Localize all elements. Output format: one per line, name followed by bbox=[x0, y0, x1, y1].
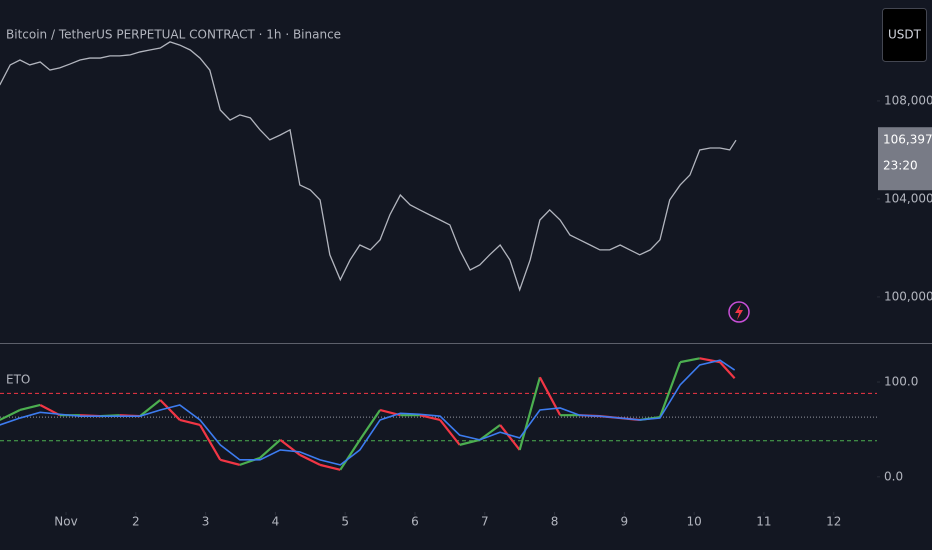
indicator-segment bbox=[479, 424, 501, 441]
indicator-segment bbox=[499, 424, 521, 451]
indicator-segment bbox=[358, 409, 381, 441]
x-tick-label: 5 bbox=[341, 515, 349, 529]
x-tick-label: Nov bbox=[54, 515, 77, 529]
last-price-label: 106,397.2 bbox=[883, 133, 932, 147]
x-tick-label: 4 bbox=[272, 515, 280, 529]
indicator-segment bbox=[679, 357, 700, 364]
indicator-segment bbox=[139, 399, 161, 418]
indicator-segment bbox=[0, 409, 21, 421]
indicator-segment bbox=[179, 418, 201, 427]
indicator-segment bbox=[658, 361, 682, 418]
x-tick-label: 2 bbox=[132, 515, 140, 529]
price-line bbox=[0, 41, 737, 292]
indicator-segment bbox=[439, 419, 461, 446]
chart-title: Bitcoin / TetherUS PERPETUAL CONTRACT · … bbox=[6, 28, 341, 42]
indicator-segment bbox=[419, 414, 441, 422]
x-tick-label: 12 bbox=[826, 515, 841, 529]
indicator-segment bbox=[299, 453, 321, 466]
indicator-segment bbox=[459, 438, 481, 446]
y-tick-label: 100.0 bbox=[884, 375, 918, 389]
indicator-segment bbox=[518, 376, 541, 451]
signal-line bbox=[0, 359, 736, 466]
indicator-segment bbox=[199, 424, 222, 461]
x-tick-label: 6 bbox=[411, 515, 419, 529]
indicator-segment bbox=[319, 463, 341, 471]
y-tick-label: 108,000.0 bbox=[884, 93, 932, 107]
indicator-segment bbox=[719, 361, 736, 379]
x-tick-label: 7 bbox=[481, 515, 489, 529]
currency-button-label[interactable]: USDT bbox=[888, 28, 922, 42]
alert-icon bbox=[728, 301, 750, 323]
y-tick-label: 104,000.0 bbox=[884, 191, 932, 205]
x-tick-label: 11 bbox=[756, 515, 771, 529]
indicator-segment bbox=[259, 439, 282, 459]
y-tick-label: 0.0 bbox=[884, 469, 903, 483]
x-tick-label: 8 bbox=[551, 515, 559, 529]
indicator-segment bbox=[19, 403, 41, 412]
y-tick-label: 100,000.0 bbox=[884, 289, 932, 303]
indicator-segment bbox=[239, 456, 261, 466]
indicator-segment bbox=[219, 458, 241, 466]
countdown-label: 23:20 bbox=[883, 159, 918, 173]
x-tick-label: 3 bbox=[202, 515, 210, 529]
indicator-segment bbox=[159, 399, 181, 421]
indicator-title: ETO bbox=[6, 373, 30, 387]
indicator-segment bbox=[339, 439, 361, 471]
last-price-box bbox=[878, 127, 932, 191]
x-tick-label: 10 bbox=[687, 515, 702, 529]
currency-button[interactable] bbox=[882, 8, 927, 62]
x-tick-label: 9 bbox=[621, 515, 629, 529]
